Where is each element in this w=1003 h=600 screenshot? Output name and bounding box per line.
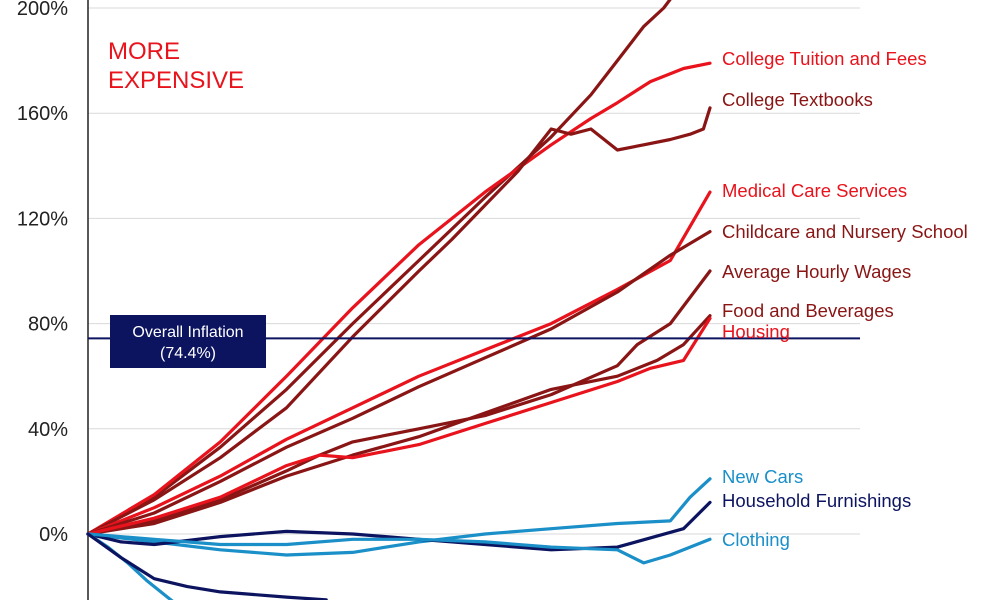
series-lines bbox=[86, 0, 712, 600]
series-label: Clothing bbox=[722, 529, 790, 550]
series-label: New Cars bbox=[722, 466, 803, 487]
series-line bbox=[86, 106, 712, 536]
series-line bbox=[86, 532, 712, 565]
series-line bbox=[86, 314, 712, 536]
y-tick-label: 40% bbox=[28, 419, 68, 441]
y-tick-label: 200% bbox=[17, 0, 68, 20]
series-label: College Tuition and Fees bbox=[722, 48, 927, 69]
y-tick-label: 160% bbox=[17, 103, 68, 125]
series-line bbox=[86, 500, 712, 552]
overall-inflation-label: Overall Inflation bbox=[132, 324, 243, 341]
series-label: Average Hourly Wages bbox=[722, 261, 911, 282]
annotation-line-2: EXPENSIVE bbox=[108, 67, 244, 94]
series-line bbox=[86, 316, 712, 536]
overall-inflation-box bbox=[110, 315, 266, 368]
y-axis: 0% 40% 80% 120% 160% 200% bbox=[17, 0, 89, 600]
series-label: Household Furnishings bbox=[722, 490, 911, 511]
series-label: College Textbooks bbox=[722, 89, 873, 110]
series-line bbox=[86, 477, 712, 557]
series-label: Childcare and Nursery School bbox=[722, 221, 968, 242]
series-line bbox=[86, 0, 672, 536]
series-line bbox=[86, 230, 712, 536]
y-tick-label: 120% bbox=[17, 208, 68, 230]
series-labels: College Tuition and Fees College Textbook… bbox=[722, 48, 968, 550]
series-label: Food and Beverages bbox=[722, 300, 894, 321]
overall-inflation-value: (74.4%) bbox=[160, 345, 216, 362]
series-label: Housing bbox=[722, 321, 790, 342]
y-tick-label: 0% bbox=[39, 524, 68, 546]
y-tick-label: 80% bbox=[28, 314, 68, 336]
overall-inflation-marker: Overall Inflation (74.4%) bbox=[88, 315, 860, 368]
series-line bbox=[86, 269, 712, 536]
annotation-line-1: MORE bbox=[108, 38, 180, 65]
series-label: Medical Care Services bbox=[722, 180, 907, 201]
series-line bbox=[86, 532, 328, 600]
series-line bbox=[86, 61, 712, 536]
